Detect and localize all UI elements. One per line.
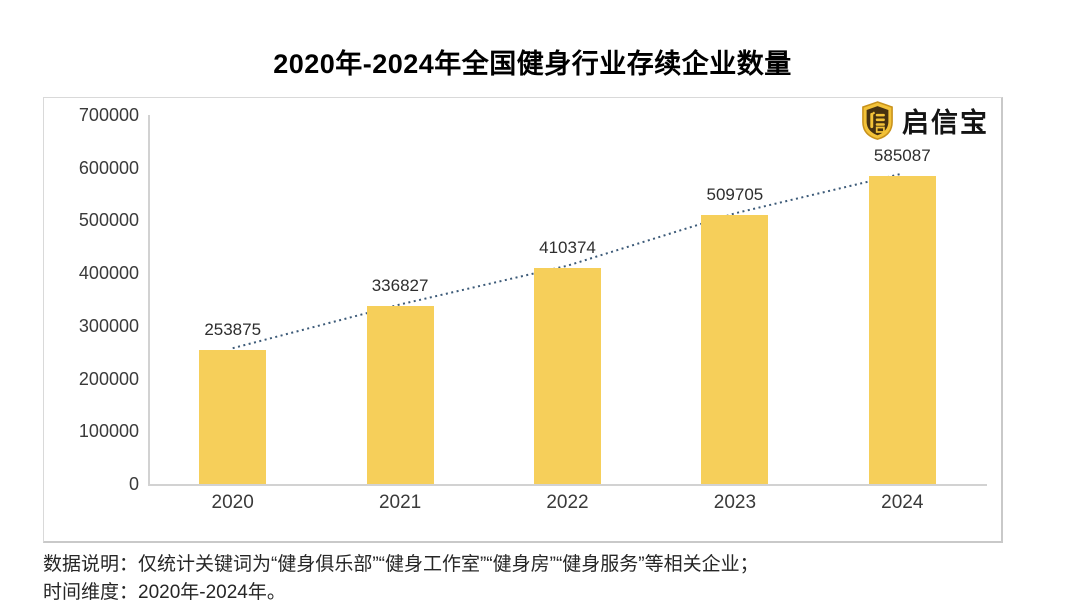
y-tick-label: 200000 bbox=[78, 368, 139, 389]
footer-time-note: 时间维度：2020年-2024年。 bbox=[43, 582, 286, 603]
bar-2024 bbox=[868, 175, 936, 484]
x-tick-label: 2020 bbox=[211, 492, 254, 513]
y-tick-label: 400000 bbox=[78, 263, 139, 284]
qixinbao-logo-text: 启信宝 bbox=[902, 108, 989, 138]
bar-value-label: 336827 bbox=[371, 276, 429, 296]
y-tick-label: 600000 bbox=[78, 157, 139, 178]
x-tick-label: 2021 bbox=[378, 492, 422, 513]
chart-frame: 启信宝 0 100000 200000 300000 400000 500000 60000… bbox=[43, 97, 1003, 543]
qixinbao-shield-icon bbox=[862, 101, 893, 140]
qixinbao-logo: 启信宝 bbox=[860, 101, 989, 140]
y-tick-label: 0 bbox=[128, 474, 139, 494]
bar-2023 bbox=[701, 215, 769, 484]
y-axis-labels: 0 100000 200000 300000 400000 500000 600000 700… bbox=[44, 98, 139, 541]
bar-2020 bbox=[199, 350, 267, 484]
bar-2022 bbox=[534, 267, 601, 484]
bar-value-label: 253875 bbox=[204, 320, 262, 340]
x-axis-line bbox=[148, 484, 987, 486]
footer-data-note: 数据说明：仅统计关键词为“健身俱乐部”“健身工作室”“健身房”“健身服务”等相关… bbox=[43, 554, 759, 575]
y-tick-label: 500000 bbox=[78, 210, 139, 231]
y-axis-line bbox=[148, 115, 150, 486]
trend-line bbox=[232, 172, 903, 350]
y-tick-label: 300000 bbox=[78, 315, 139, 336]
x-axis-labels: 2020 2021 2022 2023 2024 bbox=[149, 492, 986, 522]
bar-value-label: 585087 bbox=[873, 145, 931, 165]
bar-value-label: 410374 bbox=[539, 237, 596, 257]
plot-area: 253875 336827 410374 509705 585087 bbox=[149, 115, 986, 484]
y-tick-label: 700000 bbox=[78, 105, 139, 125]
bar-2021 bbox=[366, 306, 434, 484]
x-tick-label: 2022 bbox=[546, 492, 589, 513]
trend-polyline bbox=[232, 172, 903, 350]
x-tick-label: 2024 bbox=[881, 492, 924, 513]
y-tick-label: 100000 bbox=[78, 421, 139, 442]
x-tick-label: 2023 bbox=[713, 492, 757, 513]
bar-value-label: 509705 bbox=[706, 185, 764, 205]
footer-notes: 数据说明：仅统计关键词为“健身俱乐部”“健身工作室”“健身房”“健身服务”等相关… bbox=[43, 551, 1023, 607]
chart-title: 2020年-2024年全国健身行业存续企业数量 bbox=[273, 49, 792, 79]
